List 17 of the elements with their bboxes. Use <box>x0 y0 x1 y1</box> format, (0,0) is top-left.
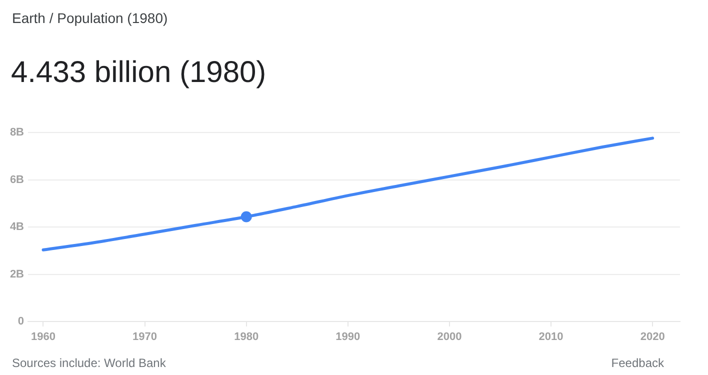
x-tick-label: 1970 <box>132 331 158 344</box>
y-tick-label: 4B <box>10 221 24 234</box>
source-note: Sources include: World Bank <box>12 356 166 370</box>
line-series <box>42 136 654 252</box>
y-tick-label: 2B <box>10 268 24 280</box>
x-tick-label: 1960 <box>30 331 56 344</box>
y-tick-label: 8B <box>10 126 24 139</box>
x-tick-label: 1990 <box>336 331 360 344</box>
chart-title: 4.433 billion (1980) <box>11 56 266 90</box>
x-tick-label: 2000 <box>437 331 462 344</box>
chart-subtitle: Earth / Population (1980) <box>12 10 168 26</box>
y-tick-label: 6B <box>10 174 24 186</box>
x-tick-label: 1980 <box>234 331 259 344</box>
x-tick-label: 2020 <box>640 331 665 344</box>
text: Feedback <box>611 356 664 370</box>
y-tick-label: 0 <box>18 316 24 328</box>
x-tick-label: 2010 <box>538 331 564 344</box>
